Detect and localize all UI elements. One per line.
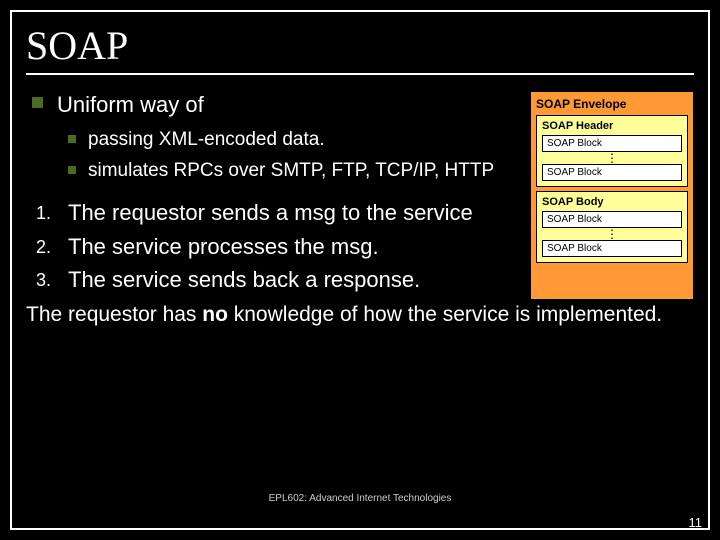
soap-block: SOAP Block: [542, 240, 682, 257]
bullet-lvl1: Uniform way of: [32, 91, 522, 120]
number-text: The service processes the msg.: [68, 233, 379, 261]
number-label: 1.: [36, 203, 68, 224]
vertical-dots-icon: ⋮: [542, 155, 682, 161]
main-row: Uniform way of passing XML-encoded data.…: [26, 91, 694, 300]
soap-header-box: SOAP Header SOAP Block ⋮ SOAP Block: [536, 115, 688, 187]
square-bullet-icon: [32, 97, 43, 108]
soap-block: SOAP Block: [542, 211, 682, 228]
number-text: The requestor sends a msg to the service: [68, 199, 473, 227]
vertical-dots-icon: ⋮: [542, 231, 682, 237]
slide-title: SOAP: [26, 22, 694, 75]
page-number: 11: [689, 515, 703, 530]
number-label: 2.: [36, 237, 68, 258]
header-label: SOAP Header: [542, 120, 682, 132]
numbered-item: 3. The service sends back a response.: [36, 266, 522, 294]
footer-text: EPL602: Advanced Internet Technologies: [26, 493, 694, 504]
soap-block: SOAP Block: [542, 164, 682, 181]
slide-content: SOAP Uniform way of passing XML-encoded …: [26, 22, 694, 518]
closing-bold: no: [202, 303, 228, 326]
body-label: SOAP Body: [542, 196, 682, 208]
bullet-lvl2: passing XML-encoded data.: [68, 128, 522, 152]
soap-body-box: SOAP Body SOAP Block ⋮ SOAP Block: [536, 191, 688, 263]
lvl2-text: passing XML-encoded data.: [88, 128, 325, 152]
lvl2-text: simulates RPCs over SMTP, FTP, TCP/IP, H…: [88, 159, 494, 183]
square-bullet-icon: [68, 166, 76, 174]
soap-block: SOAP Block: [542, 135, 682, 152]
soap-envelope-diagram: SOAP Envelope SOAP Header SOAP Block ⋮ S…: [530, 91, 694, 300]
number-label: 3.: [36, 270, 68, 291]
square-bullet-icon: [68, 135, 76, 143]
envelope-label: SOAP Envelope: [536, 97, 688, 111]
numbered-item: 1. The requestor sends a msg to the serv…: [36, 199, 522, 227]
closing-post: knowledge of how the service is implemen…: [228, 303, 662, 326]
text-column: Uniform way of passing XML-encoded data.…: [26, 91, 522, 300]
number-text: The service sends back a response.: [68, 266, 420, 294]
lvl1-text: Uniform way of: [57, 91, 204, 120]
bullet-lvl2: simulates RPCs over SMTP, FTP, TCP/IP, H…: [68, 159, 522, 183]
closing-text: The requestor has no knowledge of how th…: [26, 302, 694, 328]
numbered-item: 2. The service processes the msg.: [36, 233, 522, 261]
closing-pre: The requestor has: [26, 303, 202, 326]
